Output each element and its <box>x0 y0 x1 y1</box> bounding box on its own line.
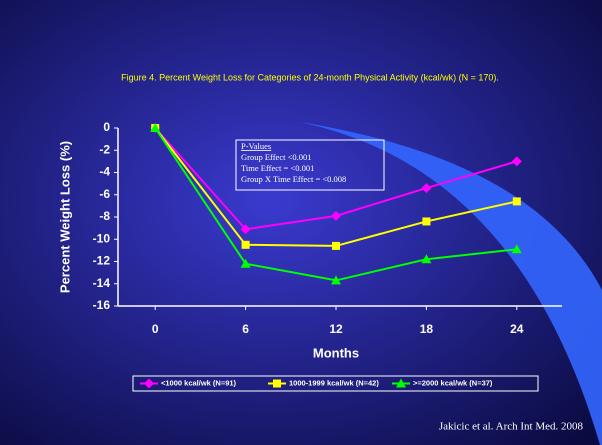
y-tick-label: -12 <box>93 254 111 268</box>
y-tick-label: -14 <box>93 276 111 290</box>
x-tick-label: 0 <box>152 322 159 336</box>
x-tick-label: 12 <box>329 322 343 336</box>
y-tick-label: -8 <box>99 209 110 223</box>
y-tick-label: -4 <box>99 165 110 179</box>
annotation-line: Time Effect = <0.001 <box>241 163 314 173</box>
marker <box>422 217 430 225</box>
marker <box>332 242 340 250</box>
annotation-line: Group X Time Effect = <0.008 <box>241 174 346 184</box>
y-tick-label: -6 <box>99 187 110 201</box>
page: Figure 4. Percent Weight Loss for Catego… <box>0 0 602 445</box>
x-tick-label: 24 <box>510 322 524 336</box>
y-tick-label: 0 <box>103 120 110 134</box>
annotation-line: Group Effect <0.001 <box>241 152 312 162</box>
annotation-title: P-Values <box>241 141 271 151</box>
legend-label: <1000 kcal/wk (N=91) <box>161 378 237 387</box>
legend-label: 1000-1999 kcal/wk (N=42) <box>289 378 379 387</box>
legend-marker <box>273 380 281 388</box>
y-tick-label: -16 <box>93 298 111 312</box>
y-tick-label: -2 <box>99 142 110 156</box>
chart-title: Figure 4. Percent Weight Loss for Catego… <box>121 72 499 82</box>
y-tick-label: -10 <box>93 231 111 245</box>
y-axis-label: Percent Weight Loss (%) <box>57 141 72 293</box>
x-axis-label: Months <box>313 345 359 360</box>
x-tick-label: 18 <box>420 322 434 336</box>
x-tick-label: 6 <box>242 322 249 336</box>
legend-label: >=2000 kcal/wk (N=37) <box>413 378 493 387</box>
source: Jakicic et al. Arch Int Med. 2008 <box>439 421 584 433</box>
marker <box>513 197 521 205</box>
chart: Figure 4. Percent Weight Loss for Catego… <box>0 0 602 445</box>
marker <box>242 241 250 249</box>
